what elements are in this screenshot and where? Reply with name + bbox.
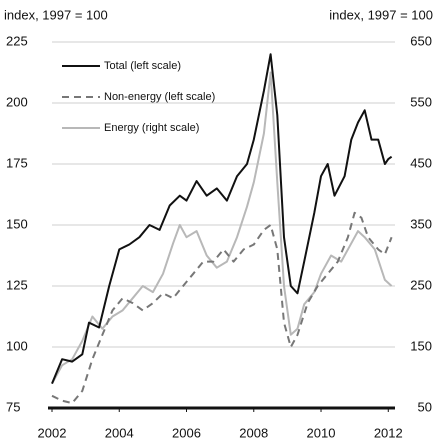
y-tick-label: 175 xyxy=(6,155,28,170)
x-tick-label: 2006 xyxy=(172,425,201,440)
x-tick-label: 2012 xyxy=(374,425,403,440)
y-tick-label: 100 xyxy=(6,338,28,353)
y2-tick-label: 150 xyxy=(410,338,432,353)
y2-tick-label: 650 xyxy=(410,33,432,48)
y-tick-label: 225 xyxy=(6,33,28,48)
y-tick-label: 75 xyxy=(6,399,20,414)
y2-tick-label: 50 xyxy=(418,399,432,414)
y-tick-label: 125 xyxy=(6,277,28,292)
y2-tick-label: 350 xyxy=(410,216,432,231)
line-series xyxy=(51,53,393,384)
line-series xyxy=(51,71,393,385)
legend-label: Non-energy (left scale) xyxy=(104,91,215,103)
y2-tick-label: 450 xyxy=(410,155,432,170)
legend-label: Energy (right scale) xyxy=(104,122,199,134)
legend-label: Total (left scale) xyxy=(104,60,181,72)
y2-tick-label: 550 xyxy=(410,94,432,109)
x-tick-label: 2004 xyxy=(105,425,134,440)
y-tick-label: 200 xyxy=(6,94,28,109)
x-tick-label: 2010 xyxy=(307,425,336,440)
y-tick-label: 150 xyxy=(6,216,28,231)
line-series xyxy=(51,211,393,405)
y-axis-label: index, 1997 = 100 xyxy=(4,7,108,22)
y2-axis-label: index, 1997 = 100 xyxy=(329,7,433,22)
y2-tick-label: 250 xyxy=(410,277,432,292)
x-tick-label: 2002 xyxy=(38,425,67,440)
x-tick-label: 2008 xyxy=(239,425,268,440)
